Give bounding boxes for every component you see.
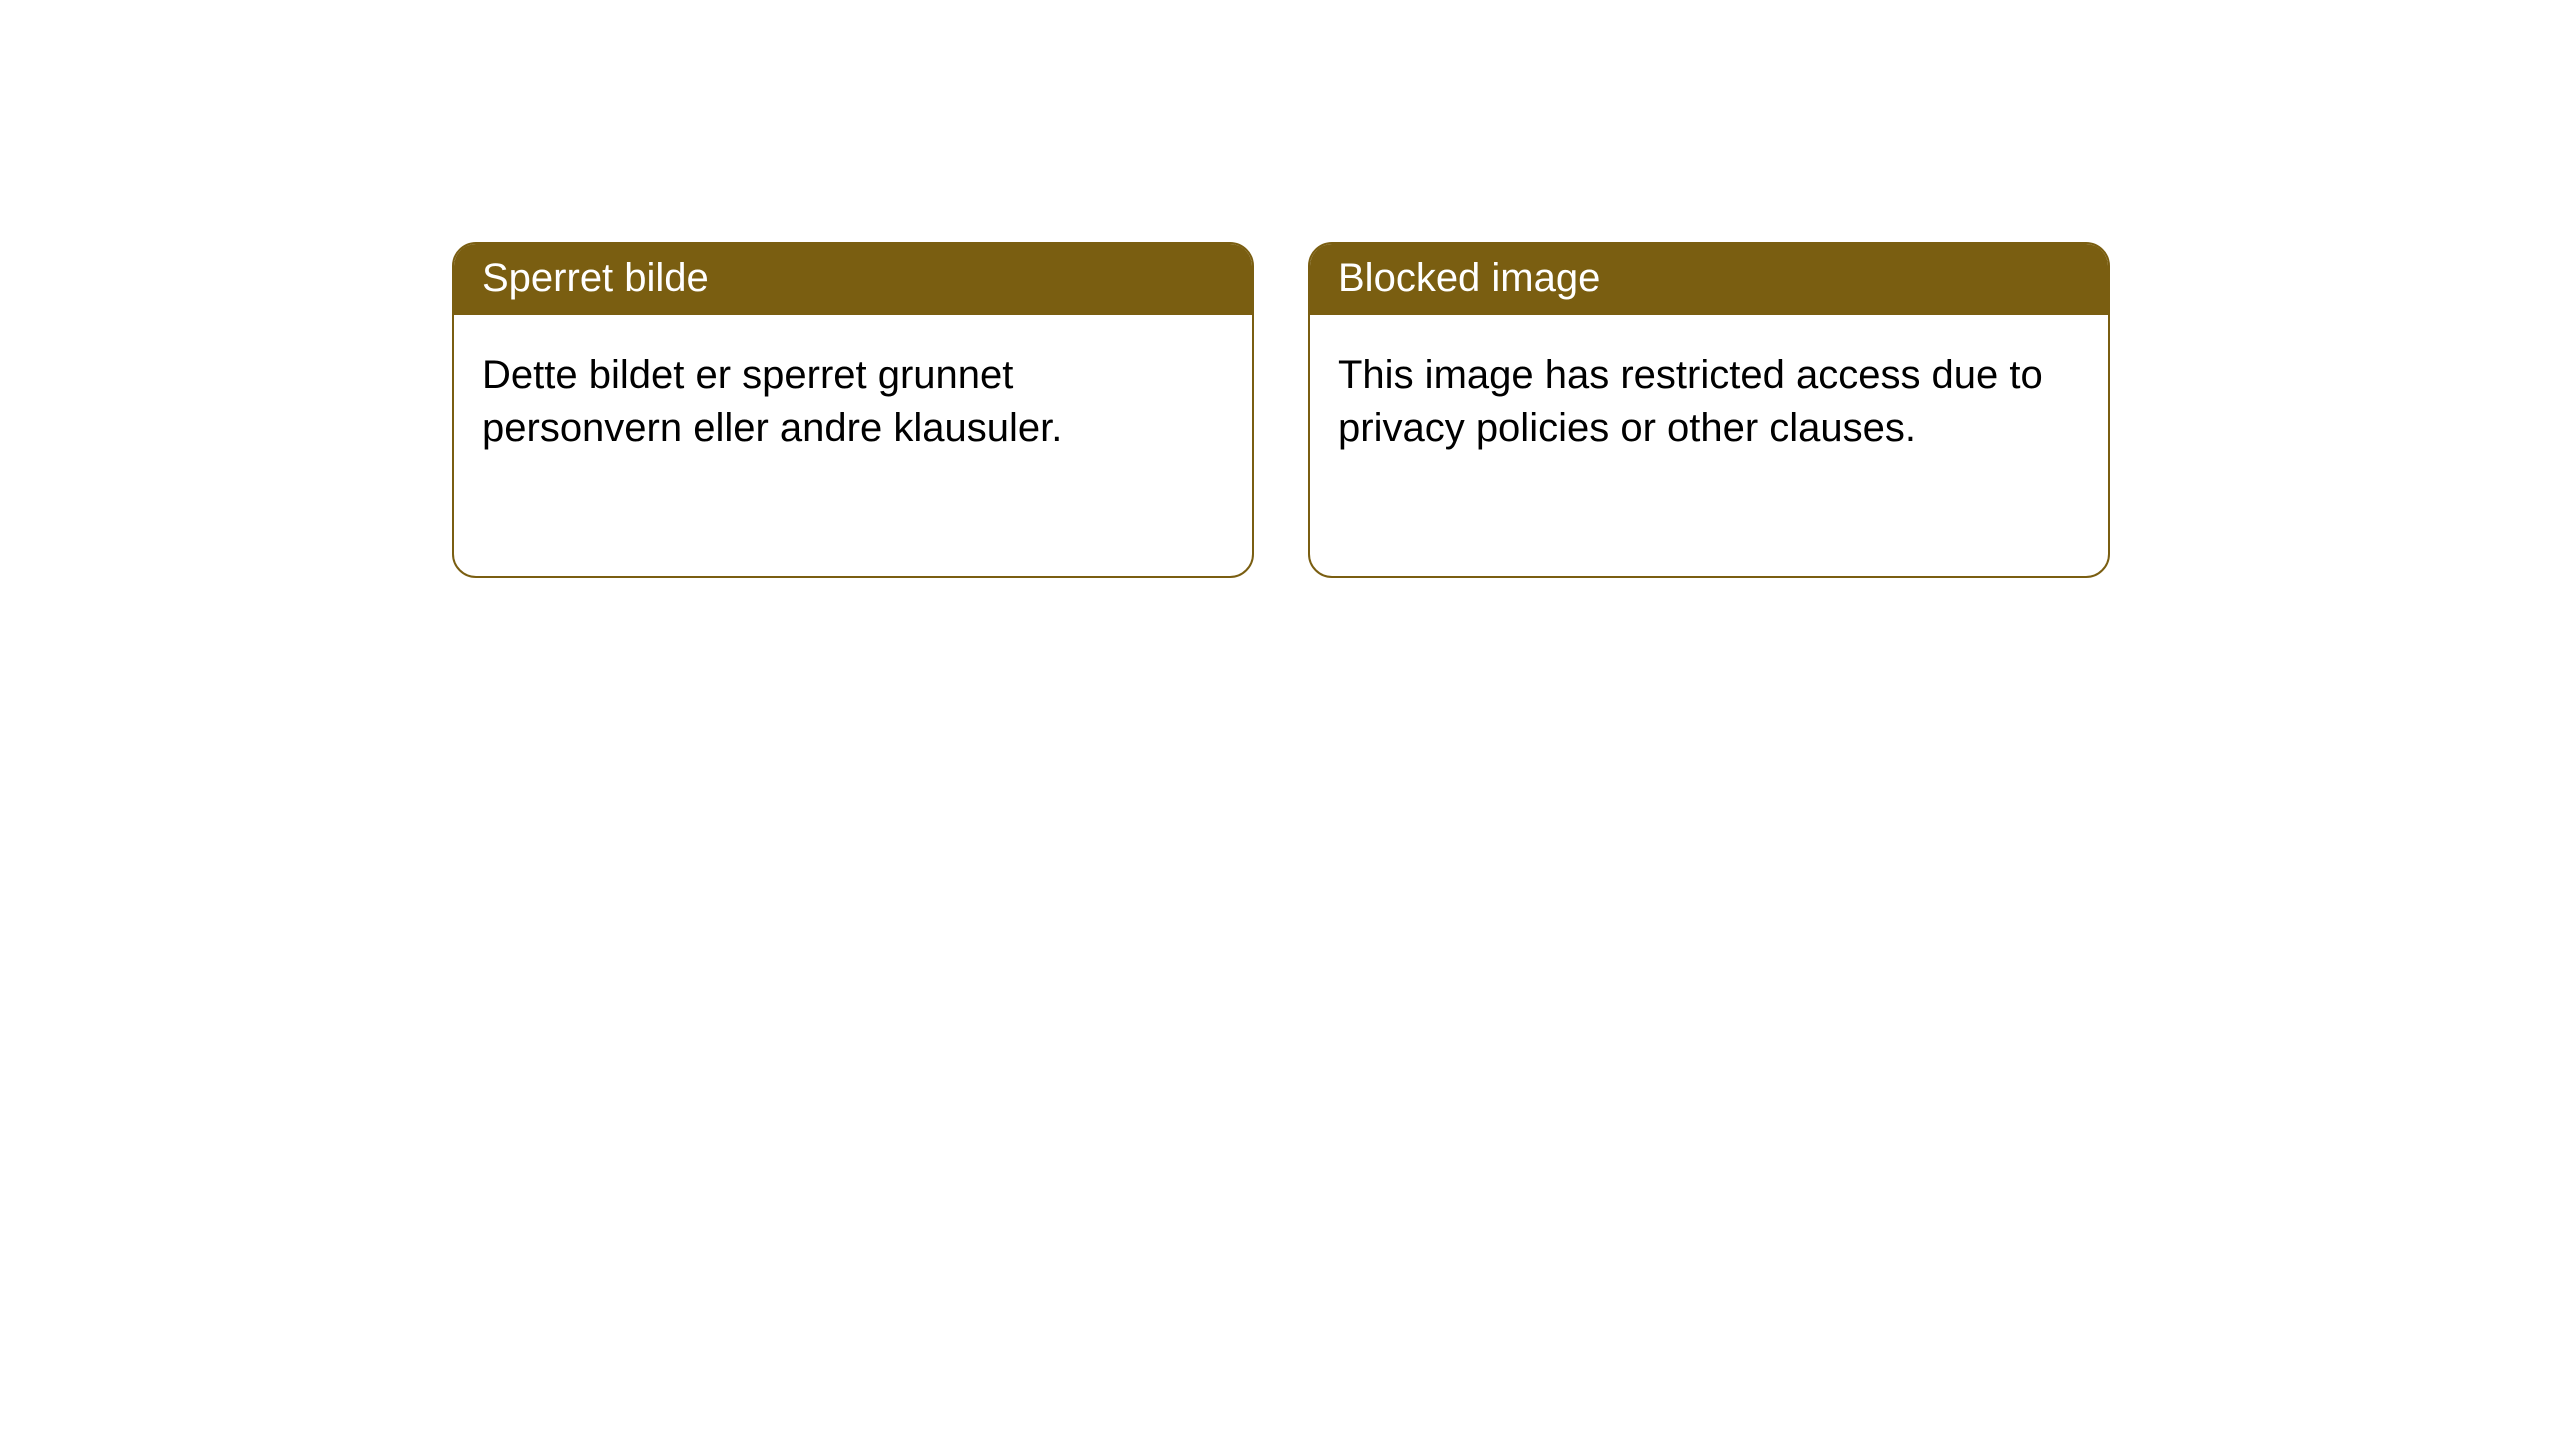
notice-card-english: Blocked image This image has restricted … bbox=[1308, 242, 2110, 578]
notice-body-english: This image has restricted access due to … bbox=[1310, 315, 2108, 483]
notice-card-norwegian: Sperret bilde Dette bildet er sperret gr… bbox=[452, 242, 1254, 578]
notice-body-norwegian: Dette bildet er sperret grunnet personve… bbox=[454, 315, 1252, 483]
notice-header-english: Blocked image bbox=[1310, 244, 2108, 315]
notice-header-norwegian: Sperret bilde bbox=[454, 244, 1252, 315]
notice-container: Sperret bilde Dette bildet er sperret gr… bbox=[452, 242, 2110, 578]
